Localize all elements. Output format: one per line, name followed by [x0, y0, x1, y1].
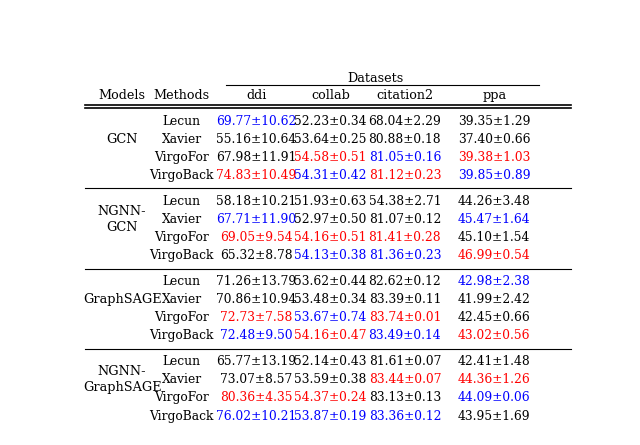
Text: 69.77±10.62: 69.77±10.62 — [216, 114, 296, 128]
Text: 54.31±0.42: 54.31±0.42 — [294, 169, 367, 182]
Text: 44.26±3.48: 44.26±3.48 — [458, 195, 531, 208]
Text: 43.02±0.56: 43.02±0.56 — [458, 329, 531, 342]
Text: NGNN-
GCN: NGNN- GCN — [98, 205, 147, 234]
Text: 54.16±0.47: 54.16±0.47 — [294, 329, 367, 342]
Text: ddi: ddi — [246, 89, 266, 102]
Text: 74.83±10.49: 74.83±10.49 — [216, 169, 296, 182]
Text: collab: collab — [311, 89, 350, 102]
Text: VirgoBack: VirgoBack — [150, 169, 214, 182]
Text: 41.99±2.42: 41.99±2.42 — [458, 293, 531, 306]
Text: 72.48±9.50: 72.48±9.50 — [220, 329, 292, 342]
Text: VirgoBack: VirgoBack — [150, 249, 214, 262]
Text: VirgoFor: VirgoFor — [154, 151, 209, 164]
Text: Lecun: Lecun — [163, 275, 201, 288]
Text: 54.16±0.51: 54.16±0.51 — [294, 231, 367, 244]
Text: Xavier: Xavier — [162, 133, 202, 146]
Text: 54.13±0.38: 54.13±0.38 — [294, 249, 367, 262]
Text: 55.16±10.64: 55.16±10.64 — [216, 133, 296, 146]
Text: 39.38±1.03: 39.38±1.03 — [458, 151, 531, 164]
Text: Methods: Methods — [154, 89, 210, 102]
Text: 83.39±0.11: 83.39±0.11 — [369, 293, 441, 306]
Text: 44.09±0.06: 44.09±0.06 — [458, 392, 531, 405]
Text: 72.73±7.58: 72.73±7.58 — [220, 311, 292, 324]
Text: 67.98±11.91: 67.98±11.91 — [216, 151, 296, 164]
Text: 81.12±0.23: 81.12±0.23 — [369, 169, 441, 182]
Text: VirgoFor: VirgoFor — [154, 311, 209, 324]
Text: 81.41±0.28: 81.41±0.28 — [369, 231, 441, 244]
Text: 45.47±1.64: 45.47±1.64 — [458, 213, 531, 226]
Text: 42.41±1.48: 42.41±1.48 — [458, 355, 531, 368]
Text: 42.98±2.38: 42.98±2.38 — [458, 275, 531, 288]
Text: 42.45±0.66: 42.45±0.66 — [458, 311, 531, 324]
Text: 65.32±8.78: 65.32±8.78 — [220, 249, 292, 262]
Text: 54.58±0.51: 54.58±0.51 — [294, 151, 367, 164]
Text: 70.86±10.94: 70.86±10.94 — [216, 293, 296, 306]
Text: 80.36±4.35: 80.36±4.35 — [220, 392, 292, 405]
Text: 81.05±0.16: 81.05±0.16 — [369, 151, 441, 164]
Text: Lecun: Lecun — [163, 114, 201, 128]
Text: 52.14±0.43: 52.14±0.43 — [294, 355, 367, 368]
Text: 68.04±2.29: 68.04±2.29 — [369, 114, 442, 128]
Text: GCN: GCN — [106, 133, 138, 146]
Text: 65.77±13.19: 65.77±13.19 — [216, 355, 296, 368]
Text: 54.38±2.71: 54.38±2.71 — [369, 195, 441, 208]
Text: Lecun: Lecun — [163, 195, 201, 208]
Text: GraphSAGE: GraphSAGE — [83, 293, 161, 306]
Text: 67.71±11.90: 67.71±11.90 — [216, 213, 296, 226]
Text: Xavier: Xavier — [162, 373, 202, 386]
Text: Lecun: Lecun — [163, 355, 201, 368]
Text: NGNN-
GraphSAGE: NGNN- GraphSAGE — [83, 365, 161, 394]
Text: VirgoBack: VirgoBack — [150, 329, 214, 342]
Text: VirgoBack: VirgoBack — [150, 409, 214, 423]
Text: 53.87±0.19: 53.87±0.19 — [294, 409, 367, 423]
Text: 51.93±0.63: 51.93±0.63 — [294, 195, 367, 208]
Text: 76.02±10.21: 76.02±10.21 — [216, 409, 296, 423]
Text: ppa: ppa — [482, 89, 506, 102]
Text: 46.99±0.54: 46.99±0.54 — [458, 249, 531, 262]
Text: 83.49±0.14: 83.49±0.14 — [369, 329, 441, 342]
Text: 53.48±0.34: 53.48±0.34 — [294, 293, 367, 306]
Text: 81.36±0.23: 81.36±0.23 — [369, 249, 441, 262]
Text: 71.26±13.79: 71.26±13.79 — [216, 275, 296, 288]
Text: 53.62±0.44: 53.62±0.44 — [294, 275, 367, 288]
Text: 83.74±0.01: 83.74±0.01 — [369, 311, 441, 324]
Text: 58.18±10.21: 58.18±10.21 — [216, 195, 296, 208]
Text: 53.64±0.25: 53.64±0.25 — [294, 133, 367, 146]
Text: Models: Models — [99, 89, 146, 102]
Text: 53.59±0.38: 53.59±0.38 — [294, 373, 367, 386]
Text: 83.44±0.07: 83.44±0.07 — [369, 373, 441, 386]
Text: 81.61±0.07: 81.61±0.07 — [369, 355, 441, 368]
Text: 83.36±0.12: 83.36±0.12 — [369, 409, 441, 423]
Text: 37.40±0.66: 37.40±0.66 — [458, 133, 531, 146]
Text: 39.35±1.29: 39.35±1.29 — [458, 114, 531, 128]
Text: 80.88±0.18: 80.88±0.18 — [369, 133, 441, 146]
Text: VirgoFor: VirgoFor — [154, 392, 209, 405]
Text: 44.36±1.26: 44.36±1.26 — [458, 373, 531, 386]
Text: VirgoFor: VirgoFor — [154, 231, 209, 244]
Text: 82.62±0.12: 82.62±0.12 — [369, 275, 441, 288]
Text: Xavier: Xavier — [162, 293, 202, 306]
Text: 69.05±9.54: 69.05±9.54 — [220, 231, 292, 244]
Text: Datasets: Datasets — [347, 72, 403, 85]
Text: 81.07±0.12: 81.07±0.12 — [369, 213, 441, 226]
Text: 83.13±0.13: 83.13±0.13 — [369, 392, 441, 405]
Text: 54.37±0.24: 54.37±0.24 — [294, 392, 367, 405]
Text: 52.23±0.34: 52.23±0.34 — [294, 114, 367, 128]
Text: 73.07±8.57: 73.07±8.57 — [220, 373, 292, 386]
Text: 52.97±0.50: 52.97±0.50 — [294, 213, 367, 226]
Text: citation2: citation2 — [376, 89, 433, 102]
Text: 39.85±0.89: 39.85±0.89 — [458, 169, 531, 182]
Text: 45.10±1.54: 45.10±1.54 — [458, 231, 531, 244]
Text: 53.67±0.74: 53.67±0.74 — [294, 311, 367, 324]
Text: 43.95±1.69: 43.95±1.69 — [458, 409, 531, 423]
Text: Xavier: Xavier — [162, 213, 202, 226]
